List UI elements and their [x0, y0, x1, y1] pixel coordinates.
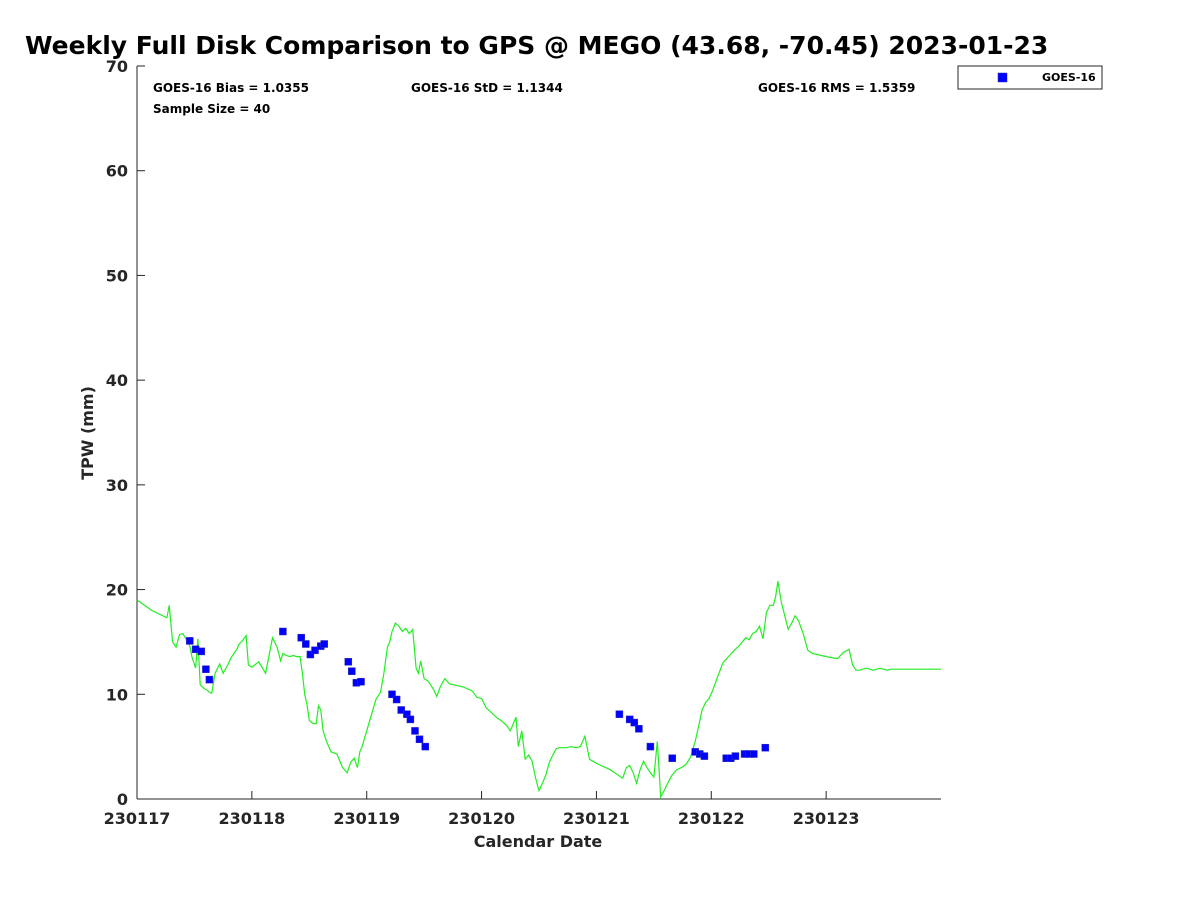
- x-tick-label: 230121: [563, 809, 630, 828]
- y-tick-label: 10: [106, 685, 128, 704]
- x-tick-label: 230119: [333, 809, 400, 828]
- goes16-data-point: [311, 646, 319, 655]
- x-tick-label: 230120: [448, 809, 515, 828]
- goes16-data-point: [750, 750, 758, 758]
- y-tick-label: 40: [106, 371, 128, 390]
- goes16-markers: [186, 627, 770, 762]
- y-tick-label: 30: [106, 476, 128, 495]
- goes16-data-point: [397, 706, 405, 714]
- goes16-data-point: [348, 667, 356, 675]
- y-tick-label: 20: [106, 581, 128, 600]
- x-axis-label: Calendar Date: [474, 832, 603, 851]
- goes16-data-point: [306, 650, 315, 659]
- rms-stat: GOES-16 RMS = 1.5359: [758, 81, 915, 95]
- legend-marker-icon: [997, 72, 1008, 83]
- gps-series-line: [136, 581, 941, 799]
- goes16-data-point: [344, 658, 353, 666]
- goes16-data-point: [388, 690, 396, 699]
- goes16-data-point: [630, 718, 639, 727]
- y-tick-label: 70: [106, 57, 128, 76]
- std-stat: GOES-16 StD = 1.1344: [411, 81, 563, 95]
- goes16-data-point: [186, 637, 194, 645]
- legend-box: [957, 65, 1103, 90]
- goes16-data-point: [421, 742, 430, 751]
- goes16-data-point: [357, 677, 365, 686]
- plot-area: [137, 66, 941, 799]
- goes16-data-point: [320, 640, 328, 648]
- goes16-data-point: [415, 735, 424, 744]
- goes16-data-point: [302, 640, 310, 648]
- goes16-data-point: [615, 710, 624, 718]
- x-ticks: 230117 230118 230119 230120 230121 230122 2301…: [104, 791, 860, 828]
- goes16-data-point: [406, 715, 415, 724]
- goes16-data-point: [668, 754, 676, 762]
- goes16-data-point: [700, 752, 709, 760]
- goes16-data-point: [761, 743, 770, 752]
- legend-label: GOES-16: [1042, 71, 1096, 84]
- y-ticks: 0 10 20 30 40 50 60 70: [106, 57, 145, 809]
- chart-title: Weekly Full Disk Comparison to GPS @ MEG…: [25, 31, 1048, 60]
- y-tick-label: 60: [106, 162, 128, 181]
- x-tick-label: 230122: [678, 809, 745, 828]
- y-tick-label: 50: [106, 266, 128, 285]
- goes16-data-point: [731, 752, 740, 760]
- legend: GOES-16: [957, 65, 1103, 90]
- goes16-data-point: [411, 727, 419, 735]
- goes16-data-point: [205, 675, 214, 684]
- goes16-data-point: [646, 742, 655, 751]
- goes16-data-point: [297, 633, 305, 642]
- goes16-data-point: [635, 725, 643, 733]
- sample-size-stat: Sample Size = 40: [153, 102, 270, 116]
- x-tick-label: 230118: [218, 809, 285, 828]
- goes16-data-point: [197, 647, 206, 656]
- bias-stat: GOES-16 Bias = 1.0355: [153, 81, 309, 95]
- goes16-data-point: [392, 695, 401, 704]
- y-axis-label: TPW (mm): [78, 386, 97, 480]
- goes16-data-point: [279, 627, 287, 636]
- x-tick-label: 230123: [793, 809, 860, 828]
- goes16-data-point: [202, 665, 210, 673]
- x-tick-label: 230117: [104, 809, 171, 828]
- y-tick-label: 0: [117, 790, 128, 809]
